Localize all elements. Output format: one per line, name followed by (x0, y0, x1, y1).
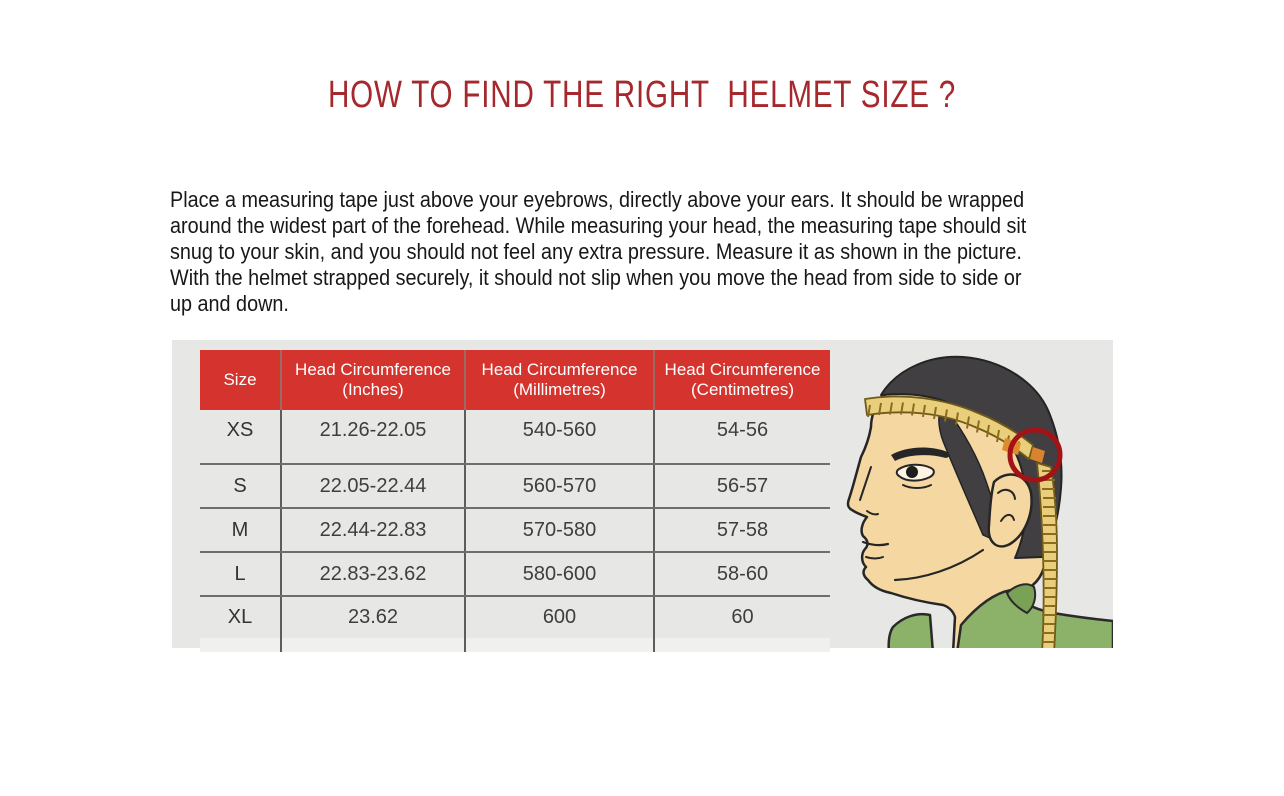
header-inches: Head Circumference (Inches) (280, 350, 464, 410)
lower-lip-line (865, 556, 884, 560)
highlight-circle (1007, 427, 1063, 483)
cell-centimetres: 56-57 (653, 465, 830, 507)
cell-inches: 22.83-23.62 (280, 553, 464, 595)
table-header-row: Size Head Circumference (Inches) Head Ci… (200, 350, 830, 410)
cell-inches: 21.26-22.05 (280, 410, 464, 463)
size-table: Size Head Circumference (Inches) Head Ci… (200, 350, 830, 652)
intro-line: Place a measuring tape just above your e… (170, 187, 1025, 212)
nostril (866, 510, 879, 516)
cell-inches: 22.44-22.83 (280, 509, 464, 551)
eyebrow (891, 447, 950, 461)
table-row: XL 23.62 600 60 (200, 595, 830, 638)
jaw-line (893, 548, 985, 582)
header-millimetres: Head Circumference (Millimetres) (464, 350, 653, 410)
page-title: HOW TO FIND THE RIGHT HELMET SIZE ? (327, 74, 957, 116)
header-size: Size (200, 350, 280, 410)
intro-line: With the helmet strapped securely, it sh… (170, 265, 1022, 290)
mouth (861, 540, 890, 547)
table-row: XS 21.26-22.05 540-560 54-56 (200, 410, 830, 463)
header-unit: (Centimetres) (691, 380, 794, 399)
intro-line: snug to your skin, and you should not fe… (170, 239, 1022, 264)
footer-cell (464, 638, 653, 652)
cell-size: S (233, 474, 247, 497)
collar (887, 583, 1113, 648)
cell-millimetres: 540-560 (464, 410, 653, 463)
intro-line: up and down. (170, 291, 289, 316)
size-chart-panel: Size Head Circumference (Inches) Head Ci… (172, 340, 1113, 652)
head-measurement-illustration (846, 355, 1113, 648)
cell-size: XL (227, 606, 253, 628)
cell-size: XS (226, 419, 254, 441)
cell-inches: 23.62 (280, 597, 464, 638)
cell-millimetres: 570-580 (464, 509, 653, 551)
header-title: Size (223, 370, 257, 389)
header-title: Head Circumference (664, 360, 821, 379)
cell-size: M (231, 518, 249, 541)
tape-orange-mark (1030, 447, 1045, 463)
eye (895, 463, 935, 489)
intro-paragraph: Place a measuring tape just above your e… (170, 187, 1124, 317)
footer-cell (280, 638, 464, 652)
intro-line: around the widest part of the forehead. … (170, 213, 1027, 238)
header-unit: (Inches) (342, 380, 404, 399)
table-row: L 22.83-23.62 580-600 58-60 (200, 551, 830, 595)
cell-millimetres: 600 (464, 597, 653, 638)
cell-centimetres: 54-56 (653, 410, 830, 463)
footer-cell (653, 638, 830, 652)
cell-centimetres: 57-58 (653, 509, 830, 551)
cell-centimetres: 60 (653, 597, 830, 638)
header-unit: (Millimetres) (513, 380, 606, 399)
footer-cell (200, 638, 280, 652)
header-title: Head Circumference (295, 360, 451, 379)
table-row: M 22.44-22.83 570-580 57-58 (200, 507, 830, 551)
cell-millimetres: 580-600 (464, 553, 653, 595)
table-footer-strip (200, 638, 830, 652)
measuring-tape-tail (1035, 461, 1058, 648)
table-row: S 22.05-22.44 560-570 56-57 (200, 463, 830, 507)
nose-line (859, 466, 872, 501)
cell-size: L (234, 562, 246, 585)
header-centimetres: Head Circumference (Centimetres) (653, 350, 830, 410)
header-title: Head Circumference (481, 360, 638, 379)
cell-millimetres: 560-570 (464, 465, 653, 507)
cell-inches: 22.05-22.44 (280, 465, 464, 507)
hair-side (938, 404, 1002, 544)
cell-centimetres: 58-60 (653, 553, 830, 595)
